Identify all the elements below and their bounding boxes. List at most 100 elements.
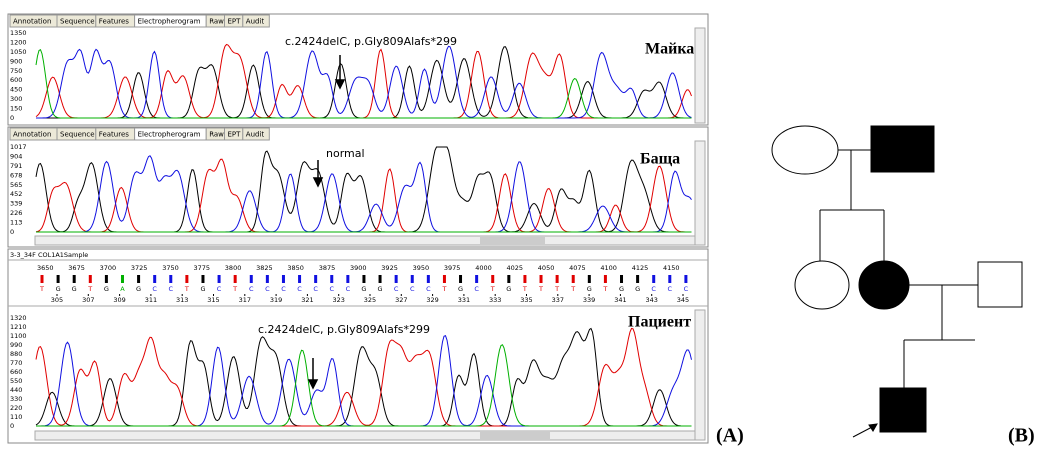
position-label: 3650 bbox=[37, 264, 54, 272]
base-number: 317 bbox=[239, 296, 251, 304]
position-label: 3925 bbox=[381, 264, 398, 272]
tab-label[interactable]: Audit bbox=[246, 131, 265, 139]
affected-male bbox=[880, 388, 926, 432]
quality-bar bbox=[540, 275, 543, 283]
affected-female bbox=[859, 261, 909, 309]
scrollbar[interactable] bbox=[695, 28, 705, 123]
base: G bbox=[136, 285, 141, 293]
base: G bbox=[506, 285, 511, 293]
y-tick-label: 220 bbox=[10, 404, 22, 412]
quality-bar bbox=[668, 275, 671, 283]
base-number: 323 bbox=[332, 296, 344, 304]
tab-label[interactable]: EPT bbox=[228, 18, 242, 26]
base-number: 309 bbox=[113, 296, 125, 304]
y-tick-label: 0 bbox=[10, 422, 14, 430]
base: C bbox=[651, 285, 656, 293]
base: G bbox=[56, 285, 61, 293]
y-tick-label: 450 bbox=[10, 86, 22, 94]
base: G bbox=[200, 285, 205, 293]
tab-label[interactable]: Audit bbox=[246, 18, 265, 26]
base: C bbox=[152, 285, 157, 293]
base-number: 325 bbox=[364, 296, 376, 304]
tab-label[interactable]: Features bbox=[99, 18, 129, 26]
sample-label: Баща bbox=[640, 151, 680, 168]
scroll-thumb[interactable] bbox=[480, 432, 550, 439]
tab-label[interactable]: Annotation bbox=[13, 131, 51, 139]
base: C bbox=[313, 285, 318, 293]
base: C bbox=[474, 285, 479, 293]
tab-label[interactable]: Sequence bbox=[60, 131, 95, 139]
position-label: 3900 bbox=[350, 264, 367, 272]
y-tick-label: 678 bbox=[10, 171, 22, 179]
base-number: 305 bbox=[51, 296, 63, 304]
scrollbar[interactable] bbox=[35, 236, 695, 245]
position-label: 4025 bbox=[507, 264, 524, 272]
tab-label[interactable]: Annotation bbox=[13, 18, 51, 26]
y-tick-label: 750 bbox=[10, 67, 22, 75]
base-number: 333 bbox=[489, 296, 501, 304]
sample-label: Пациент bbox=[628, 314, 691, 331]
affected-male bbox=[871, 126, 934, 172]
y-tick-label: 904 bbox=[10, 152, 22, 160]
base: C bbox=[169, 285, 174, 293]
body: {"panels": [ {"tabs": ["Annotation", "Se… bbox=[0, 0, 1064, 449]
tab-label[interactable]: EPT bbox=[228, 131, 242, 139]
position-label: 4000 bbox=[475, 264, 492, 272]
position-label: 3950 bbox=[413, 264, 430, 272]
tab-label[interactable]: Raw bbox=[209, 18, 224, 26]
quality-bar bbox=[41, 275, 44, 283]
annotation: c.2424delC, p.Gly809Alafs*299 bbox=[285, 35, 457, 48]
quality-bar bbox=[121, 275, 124, 283]
tab-label[interactable]: Electropherogram bbox=[138, 131, 201, 139]
y-tick-label: 150 bbox=[10, 105, 22, 113]
base-number: 343 bbox=[645, 296, 657, 304]
base-number: 335 bbox=[520, 296, 532, 304]
quality-bar bbox=[153, 275, 156, 283]
quality-bar bbox=[395, 275, 398, 283]
scroll-thumb[interactable] bbox=[480, 237, 545, 244]
quality-bar bbox=[604, 275, 607, 283]
base: C bbox=[426, 285, 431, 293]
y-tick-label: 440 bbox=[10, 386, 22, 394]
tab-label[interactable]: Raw bbox=[209, 131, 224, 139]
y-tick-label: 1017 bbox=[10, 143, 27, 151]
base: G bbox=[619, 285, 624, 293]
quality-bar bbox=[636, 275, 639, 283]
position-label: 3875 bbox=[319, 264, 336, 272]
y-tick-label: 660 bbox=[10, 368, 22, 376]
base: T bbox=[232, 285, 237, 293]
y-tick-label: 452 bbox=[10, 190, 22, 198]
tab-label[interactable]: Sequence bbox=[60, 18, 95, 26]
base: T bbox=[39, 285, 44, 293]
quality-bar bbox=[491, 275, 494, 283]
base-number: 327 bbox=[395, 296, 407, 304]
tab-label[interactable]: Features bbox=[99, 131, 129, 139]
base: T bbox=[522, 285, 527, 293]
scrollbar[interactable] bbox=[35, 431, 695, 440]
position-label: 3975 bbox=[444, 264, 461, 272]
base-number: 313 bbox=[176, 296, 188, 304]
y-tick-label: 110 bbox=[10, 413, 22, 421]
quality-bar bbox=[475, 275, 478, 283]
base: G bbox=[72, 285, 77, 293]
y-tick-label: 880 bbox=[10, 350, 22, 358]
scrollbar[interactable] bbox=[695, 141, 705, 245]
scrollbar[interactable] bbox=[695, 310, 705, 440]
y-tick-label: 300 bbox=[10, 95, 22, 103]
base: C bbox=[265, 285, 270, 293]
y-tick-label: 1210 bbox=[10, 323, 27, 331]
base: T bbox=[87, 285, 92, 293]
sample-label: Майка bbox=[645, 41, 694, 58]
female bbox=[795, 261, 849, 309]
page: Electropherograms and pedigree html, bod… bbox=[0, 0, 1064, 449]
base: T bbox=[538, 285, 543, 293]
base-number: 315 bbox=[207, 296, 219, 304]
base: C bbox=[281, 285, 286, 293]
tab-label[interactable]: Electropherogram bbox=[138, 18, 201, 26]
y-tick-label: 1350 bbox=[10, 29, 27, 37]
base: C bbox=[394, 285, 399, 293]
quality-bar bbox=[379, 275, 382, 283]
y-tick-label: 1200 bbox=[10, 38, 27, 46]
base: A bbox=[120, 285, 125, 293]
base-number: 345 bbox=[677, 296, 689, 304]
